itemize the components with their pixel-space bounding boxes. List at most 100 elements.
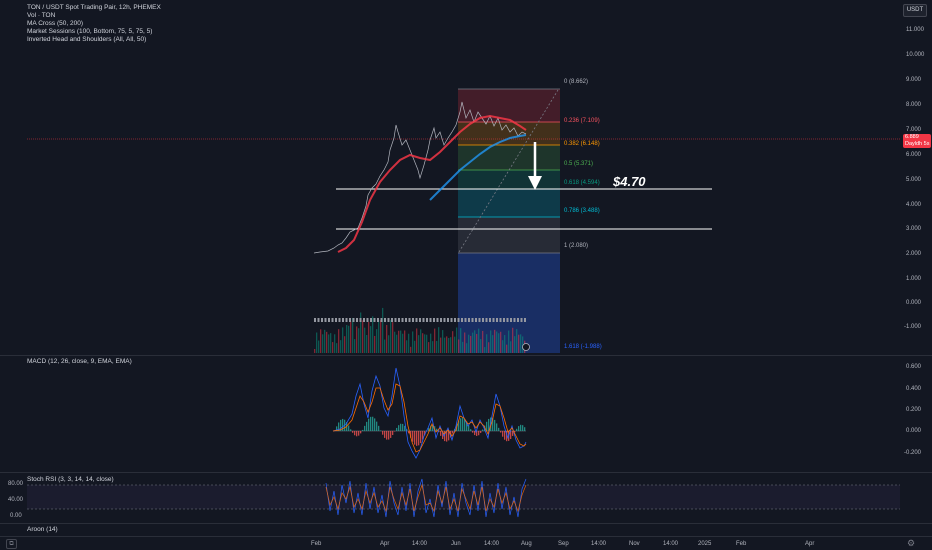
volume-bar	[414, 340, 416, 353]
volume-bar	[410, 346, 412, 353]
stoch-k-line	[325, 478, 527, 518]
volume-bar	[422, 333, 424, 353]
fib-label-1618: 1.618 (-1.988)	[564, 344, 602, 350]
macd-histogram-bar	[440, 431, 442, 436]
macd-histogram-bar	[412, 431, 414, 442]
aroon-title[interactable]: Aroon (14)	[27, 526, 58, 533]
time-label: Apr	[380, 541, 390, 547]
volume-bar	[454, 336, 456, 353]
macd-histogram-bar	[524, 427, 526, 431]
macd-histogram-bar	[448, 431, 450, 441]
volume-bar	[318, 340, 320, 353]
macd-histogram-bar	[506, 431, 508, 442]
volume-bar	[520, 334, 522, 353]
macd-histogram-bar	[510, 431, 512, 439]
macd-histogram-bar	[460, 418, 462, 431]
macd-histogram-bar	[362, 429, 364, 431]
fib-label-0786: 0.786 (3.488)	[564, 208, 600, 214]
volume-bar	[372, 316, 374, 353]
macd-histogram-bar	[478, 431, 480, 436]
macd-histogram-bar	[492, 417, 494, 431]
time-label: 2025	[698, 541, 712, 547]
volume-bar	[498, 333, 500, 353]
volume-bar	[374, 335, 376, 353]
volume-bar	[344, 336, 346, 353]
macd-chart[interactable]	[0, 356, 900, 472]
volume-bar	[360, 312, 362, 353]
macd-histogram-bar	[442, 431, 444, 440]
fib-label-0618: 0.618 (4.594)	[564, 180, 600, 186]
macd-histogram-bar	[352, 431, 354, 433]
volume-bar	[502, 340, 504, 353]
macd-histogram-bar	[384, 431, 386, 438]
volume-bar	[488, 342, 490, 353]
macd-tick: 0.400	[906, 386, 922, 392]
macd-axis[interactable]: 0.600 0.400 0.200 0.000 -0.200	[900, 356, 932, 472]
price-axis[interactable]: 11.000 10.000 9.000 8.000 7.000 6.000 5.…	[900, 0, 932, 355]
volume-bar	[408, 333, 410, 353]
volume-bar	[462, 341, 464, 353]
down-arrow[interactable]	[528, 142, 542, 190]
macd-histogram-bar	[414, 431, 416, 445]
layout-icon[interactable]: ⧉	[6, 539, 17, 549]
macd-histogram-bar	[458, 420, 460, 431]
stoch-axis	[900, 473, 932, 523]
volume-bar	[326, 331, 328, 353]
macd-title[interactable]: MACD (12, 26, close, 9, EMA, EMA)	[27, 358, 132, 365]
pane-separator[interactable]	[0, 355, 932, 356]
currency-button[interactable]: USDT	[903, 4, 927, 17]
price-tick: 10.000	[906, 52, 925, 58]
stoch-tick: 80.00	[8, 481, 24, 487]
volume-bar	[446, 336, 448, 353]
volume-bar	[356, 326, 358, 353]
volume-bar	[330, 333, 332, 353]
volume-bar	[514, 336, 516, 353]
fib-retracement[interactable]	[458, 88, 560, 353]
macd-histogram-bar	[438, 431, 440, 433]
macd-histogram-bar	[472, 431, 474, 433]
stoch-tick: 40.00	[8, 497, 24, 503]
time-axis[interactable]: Feb Apr 14:00 Jun 14:00 Aug Sep 14:00 No…	[0, 537, 900, 550]
macd-histogram-bar	[390, 431, 392, 438]
macd-histogram-bar	[372, 416, 374, 431]
macd-histogram-bar	[428, 427, 430, 431]
lightning-icon[interactable]	[522, 343, 530, 351]
volume-bar	[426, 334, 428, 353]
volume-bar	[468, 334, 470, 353]
volume-bar	[420, 329, 422, 353]
macd-histogram-bar	[462, 417, 464, 431]
indicator-volume[interactable]: Vol · TON	[27, 12, 56, 19]
macd-histogram-bar	[420, 431, 422, 444]
volume-bar	[482, 330, 484, 353]
pane-separator[interactable]	[0, 472, 932, 473]
macd-histogram-bar	[470, 429, 472, 431]
volume-bar	[522, 336, 524, 353]
pane-separator[interactable]	[0, 523, 932, 524]
stoch-rsi-title[interactable]: Stoch RSI (3, 3, 14, 14, close)	[27, 476, 114, 483]
volume-bar	[396, 334, 398, 353]
volume-bar	[350, 321, 352, 353]
volume-bar	[362, 320, 364, 353]
volume-bars	[314, 307, 526, 353]
price-chart[interactable]	[0, 0, 900, 355]
last-price-badge: 6.889 Dayldh 5s	[903, 134, 931, 148]
last-price-countdown: Dayldh 5s	[905, 141, 930, 147]
time-label: 14:00	[663, 541, 679, 547]
macd-histogram-bar	[364, 425, 366, 431]
volume-bar	[486, 334, 488, 353]
time-label: 14:00	[484, 541, 500, 547]
volume-bar	[506, 344, 508, 353]
target-price-label[interactable]: $4.70	[613, 174, 646, 189]
macd-histogram-bar	[494, 419, 496, 431]
chart-title: TON / USDT Spot Trading Pair, 12h, PHEME…	[27, 4, 161, 11]
fib-label-0236: 0.236 (7.109)	[564, 118, 600, 124]
stoch-rsi-chart[interactable]	[0, 473, 900, 523]
indicator-ma-cross[interactable]: MA Cross (50, 200)	[27, 20, 83, 27]
macd-histogram-bar	[378, 425, 380, 431]
macd-histogram-bar	[376, 421, 378, 431]
indicator-inverted-hs[interactable]: Inverted Head and Shoulders (All, All, 5…	[27, 36, 147, 43]
indicator-market-sessions[interactable]: Market Sessions (100, Bottom, 75, 5, 75,…	[27, 28, 153, 35]
gear-icon[interactable]: ⚙	[907, 538, 916, 548]
volume-bar	[478, 328, 480, 353]
volume-bar	[470, 335, 472, 353]
